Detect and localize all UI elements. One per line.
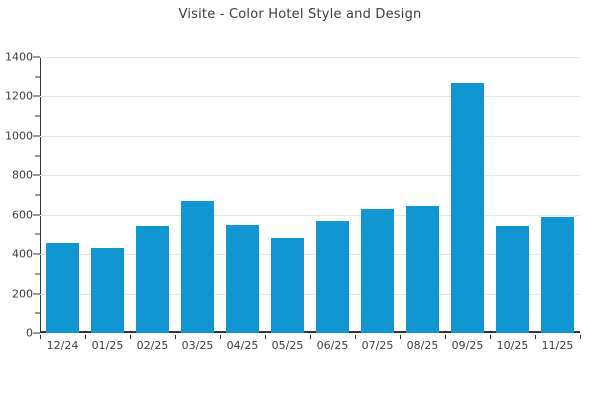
x-axis-tick [445,335,446,339]
bar [136,225,169,333]
y-axis-label: 1400 [5,50,33,64]
bar [181,200,214,333]
x-axis-tick [40,335,41,339]
y-major-tick [33,214,40,216]
y-minor-tick [35,194,40,196]
x-axis-tick [175,335,176,339]
y-minor-tick [35,312,40,314]
gridline [40,135,580,137]
x-axis-label: 04/25 [226,339,259,352]
x-axis-label: 08/25 [406,339,439,352]
y-axis-labels: 0 200 400 600 800 1000 1200 1400 [0,51,33,340]
bar [406,205,439,333]
gridline [40,293,580,295]
y-major-tick [33,95,40,97]
bar [46,243,79,333]
bar [91,248,124,333]
x-axis-tick [310,335,311,339]
x-axis-tick [355,335,356,339]
bar [361,208,394,333]
gridline [40,57,580,58]
x-axis-tick [490,335,491,339]
bar [271,238,304,333]
x-axis-label: 02/25 [136,339,169,352]
y-major-tick [33,56,40,58]
x-axis-label: 05/25 [271,339,304,352]
y-major-tick [33,135,40,137]
x-axis-tick [85,335,86,339]
chart-title: Visite - Color Hotel Style and Design [178,7,422,22]
bar [496,225,529,333]
y-major-tick [33,174,40,176]
x-axis-tick [535,335,536,339]
y-axis-label: 800 [12,168,33,182]
y-axis-label: 200 [12,287,33,301]
x-axis-label: 09/25 [451,339,484,352]
y-axis-line [40,57,41,333]
y-axis-label: 400 [12,247,33,261]
y-axis-label: 1000 [5,129,33,143]
x-axis-tick [400,335,401,339]
bar [226,224,259,333]
y-major-tick [33,253,40,255]
x-axis-label: 11/25 [541,339,574,352]
x-axis-labels: 12/24 01/25 02/25 03/25 04/25 05/25 06/25 07/25… [40,339,580,355]
x-axis-label: 07/25 [361,339,394,352]
y-axis-label: 1200 [5,89,33,103]
y-axis-label: 0 [26,326,33,340]
bar [541,216,574,333]
y-major-tick [33,293,40,295]
x-axis-label: 06/25 [316,339,349,352]
y-minor-tick [35,76,40,78]
y-minor-tick [35,233,40,235]
x-axis-label: 01/25 [91,339,124,352]
x-axis-tick [265,335,266,339]
gridline [40,175,580,177]
x-axis-label: 12/24 [46,339,79,352]
bar [316,220,349,333]
bar [451,82,484,333]
x-axis-label: 10/25 [496,339,529,352]
gridline [40,214,580,216]
x-axis-label: 03/25 [181,339,214,352]
x-axis-tick [130,335,131,339]
y-minor-tick [35,273,40,275]
x-axis-line [40,331,580,333]
gridline [40,96,580,98]
y-major-tick [33,332,40,334]
y-minor-tick [35,115,40,117]
plot-area [33,56,581,339]
x-axis-tick [580,335,581,339]
y-axis-label: 600 [12,208,33,222]
gridline [40,254,580,256]
x-axis-tick [220,335,221,339]
y-minor-tick [35,155,40,157]
